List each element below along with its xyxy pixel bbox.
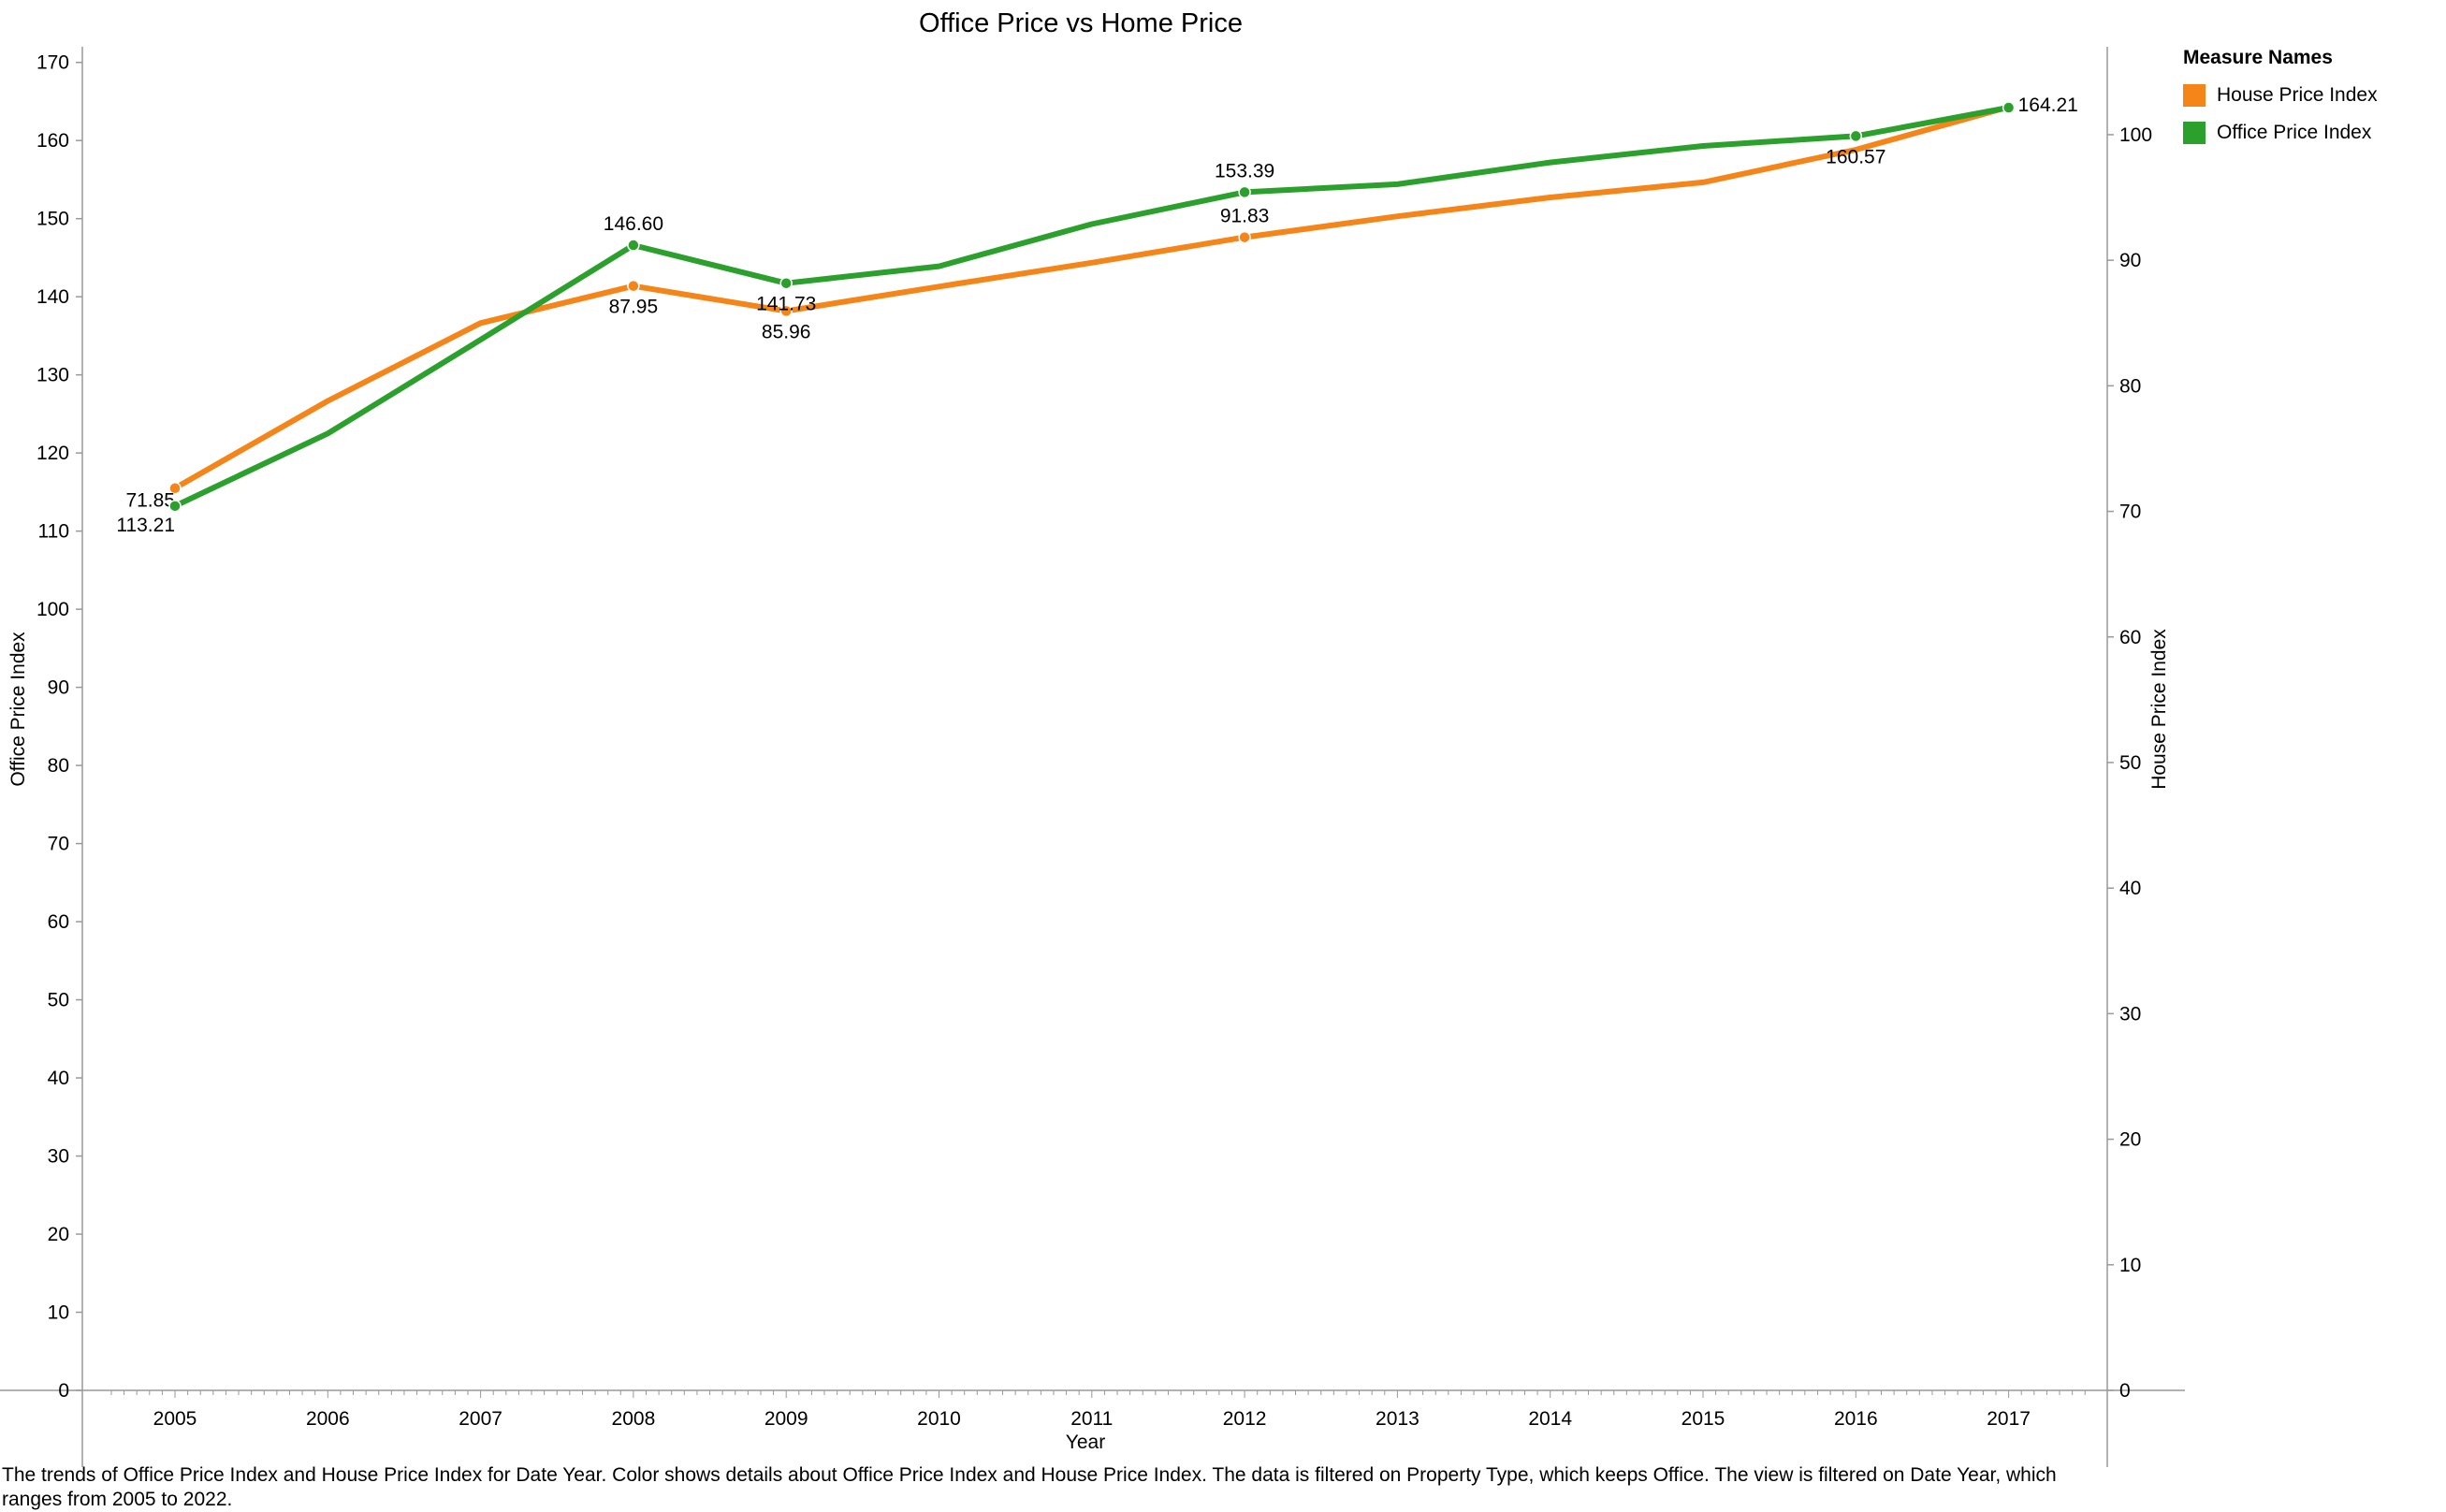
x-tick-label: 2010 xyxy=(917,1408,961,1430)
data-point-house-price-index xyxy=(1238,230,1251,244)
legend-item-house-price-index[interactable]: House Price Index xyxy=(2183,77,2378,114)
y-tick-label-left: 60 xyxy=(48,911,69,933)
y-tick-label-right: 0 xyxy=(2119,1380,2131,1402)
y-tick-label-left: 40 xyxy=(48,1068,69,1089)
x-tick-label: 2012 xyxy=(1223,1408,1267,1430)
y-tick-label-right: 80 xyxy=(2119,375,2141,397)
data-label-house-price-index: 85.96 xyxy=(762,321,811,342)
series-group: 71.85 87.95 85.96 91.83 113.21 146.60 141.73 15… xyxy=(116,94,2078,536)
y-tick-label-right: 10 xyxy=(2119,1255,2141,1276)
chart-caption: The trends of Office Price Index and Hou… xyxy=(2,1464,2057,1510)
data-label-house-price-index: 91.83 xyxy=(1220,206,1270,227)
y-tick-label-left: 130 xyxy=(36,365,69,386)
y-tick-label-right: 90 xyxy=(2119,250,2141,271)
x-axis-label: Year xyxy=(1066,1432,1105,1453)
legend-item-office-price-index[interactable]: Office Price Index xyxy=(2183,114,2378,152)
y-tick-label-right: 50 xyxy=(2119,752,2141,774)
data-point-office-price-index xyxy=(1849,129,1863,143)
y-tick-label-left: 160 xyxy=(36,130,69,152)
x-tick-label: 2005 xyxy=(153,1408,197,1430)
y-tick-label-right: 100 xyxy=(2119,124,2152,146)
data-point-office-price-index xyxy=(779,276,793,290)
legend-swatch-house xyxy=(2183,84,2206,107)
y-tick-label-right: 40 xyxy=(2119,878,2141,899)
y-tick-label-left: 30 xyxy=(48,1146,69,1168)
y-tick-label-left: 20 xyxy=(48,1224,69,1245)
y-tick-label-left: 110 xyxy=(38,521,69,543)
y-tick-label-left: 10 xyxy=(48,1302,69,1324)
data-label-house-price-index: 71.85 xyxy=(125,490,175,512)
legend-swatch-office xyxy=(2183,122,2206,144)
data-label-office-price-index: 113.21 xyxy=(116,515,175,536)
legend: Measure Names House Price Index Office P… xyxy=(2183,47,2378,152)
legend-title: Measure Names xyxy=(2183,47,2333,68)
data-point-house-price-index xyxy=(168,481,182,495)
x-tick-label: 2006 xyxy=(306,1408,350,1430)
x-tick-label: 2008 xyxy=(612,1408,656,1430)
y-tick-label-left: 50 xyxy=(48,990,69,1011)
data-point-house-price-index xyxy=(779,304,793,318)
y-tick-label-right: 70 xyxy=(2119,502,2141,523)
series-line-house-price-index xyxy=(172,104,2012,491)
y-tick-label-left: 120 xyxy=(36,443,69,464)
chart-title: Office Price vs Home Price xyxy=(919,8,1243,38)
y-tick-label-left: 170 xyxy=(36,52,69,74)
y-tick-label-left: 140 xyxy=(36,286,69,308)
data-point-office-price-index xyxy=(627,239,640,252)
y-tick-label-left: 0 xyxy=(58,1380,69,1402)
legend-label: Office Price Index xyxy=(2217,122,2372,143)
data-label-office-price-index: 141.73 xyxy=(756,294,816,315)
y-tick-label-right: 20 xyxy=(2119,1129,2141,1151)
x-tick-label: 2009 xyxy=(764,1408,808,1430)
data-label-office-price-index: 146.60 xyxy=(604,213,663,235)
y-tick-label-left: 100 xyxy=(36,599,69,620)
x-tick-label: 2007 xyxy=(459,1408,502,1430)
data-point-office-price-index xyxy=(2002,101,2016,114)
y-tick-label-left: 80 xyxy=(48,755,69,777)
x-tick-label: 2011 xyxy=(1070,1408,1113,1430)
x-tick-label: 2014 xyxy=(1528,1408,1572,1430)
data-point-house-price-index xyxy=(627,279,640,293)
y-tick-label-left: 90 xyxy=(48,677,69,699)
data-label-office-price-index: 153.39 xyxy=(1215,160,1274,182)
y-axis-left-label: Office Price Index xyxy=(7,632,29,787)
legend-label: House Price Index xyxy=(2217,84,2378,106)
x-tick-label: 2013 xyxy=(1376,1408,1420,1430)
x-tick-label: 2016 xyxy=(1834,1408,1878,1430)
data-point-office-price-index xyxy=(168,500,182,513)
data-label-office-price-index: 164.21 xyxy=(2018,94,2078,116)
data-label-office-price-index: 160.57 xyxy=(1826,146,1885,167)
data-label-house-price-index: 87.95 xyxy=(609,297,659,318)
y-tick-label-right: 30 xyxy=(2119,1003,2141,1025)
y-tick-label-left: 70 xyxy=(48,834,69,855)
axes: 0102030405060708090100110120130140150160… xyxy=(0,47,2185,1467)
y-tick-label-left: 150 xyxy=(36,209,69,230)
y-axis-right-label: House Price Index xyxy=(2148,629,2170,790)
series-line-office-price-index xyxy=(172,105,2012,509)
data-point-office-price-index xyxy=(1238,185,1251,199)
y-tick-label-right: 60 xyxy=(2119,627,2141,648)
x-tick-label: 2015 xyxy=(1682,1408,1725,1430)
x-tick-label: 2017 xyxy=(1987,1408,2031,1430)
